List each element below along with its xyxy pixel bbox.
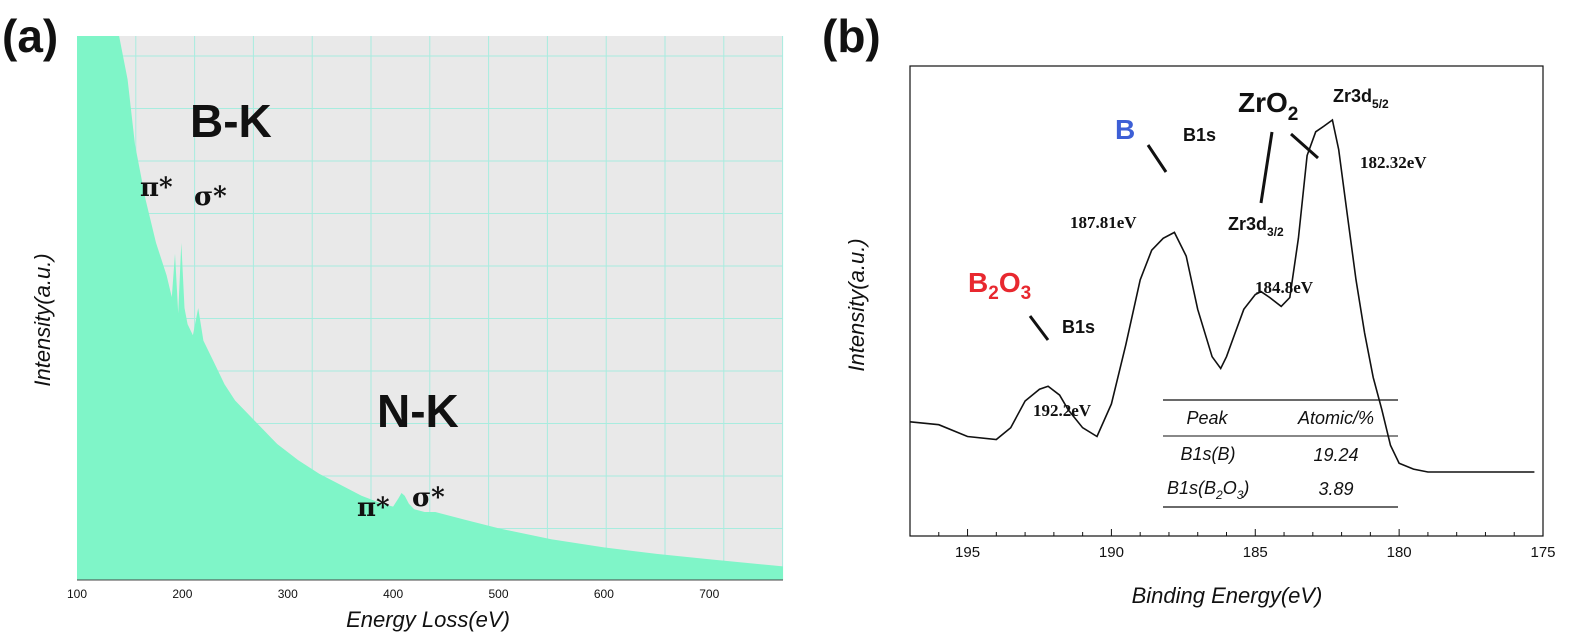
panel-b-x-axis-title: Binding Energy(eV)	[1132, 583, 1323, 608]
table-header-atomic: Atomic/%	[1297, 408, 1374, 428]
pointer-b	[1146, 144, 1168, 173]
species-b-text: B	[1115, 114, 1135, 145]
panel-a: (a) 100 200 300 400 500 600 700 Energy Loss(eV…	[2, 10, 784, 632]
panel-a-y-axis-title: Intensity(a.u.)	[30, 253, 55, 386]
peak-zr3d32-main: Zr3d	[1228, 214, 1267, 234]
table-row2-peak-a: B1s(B	[1167, 478, 1216, 498]
peak-zr3d32-sub: 3/2	[1267, 225, 1284, 239]
panel-b-label: (b)	[822, 10, 881, 62]
species-zro2-main: ZrO	[1238, 87, 1288, 118]
x-tick-label: 600	[594, 587, 614, 601]
table-row2-peak-close: )	[1241, 478, 1249, 498]
nk-sigma-star-label: σ*	[412, 483, 445, 513]
x-tick-label: 400	[383, 587, 403, 601]
peak-b1s-b2o3-label: B1s	[1062, 317, 1095, 337]
species-b-label: B	[1115, 114, 1135, 145]
bk-pi-star-label: π*	[140, 173, 173, 203]
pointer-zro2-zr32	[1259, 131, 1274, 204]
species-b2o3-sub2: 3	[1021, 283, 1032, 304]
x-tick-label: 300	[278, 587, 298, 601]
table-row2-peak-o: O	[1223, 478, 1237, 498]
species-zro2-sub: 2	[1288, 104, 1299, 125]
panel-a-spectrum-area	[77, 36, 783, 580]
energy-b2o3-label: 192.2eV	[1033, 401, 1092, 420]
species-b2o3-label: B2O3	[968, 267, 1031, 304]
table-row2-peak-sub2: 3	[1237, 488, 1244, 502]
peak-zr3d32-label: Zr3d3/2	[1228, 214, 1284, 239]
x-tick-label: 500	[488, 587, 508, 601]
panel-b-y-axis-title: Intensity(a.u.)	[844, 238, 869, 371]
table-row2-value: 3.89	[1318, 479, 1353, 499]
panel-b-spectrum-line	[909, 118, 1535, 473]
table-row1-peak: B1s(B)	[1180, 444, 1235, 464]
table-row2-peak-sub1: 2	[1215, 488, 1223, 502]
x-tick-label: 700	[699, 587, 719, 601]
peak-b1s-b-label: B1s	[1183, 125, 1216, 145]
x-tick-label: 185	[1243, 544, 1268, 561]
species-zro2-label: ZrO2	[1238, 87, 1298, 125]
table-row1-value: 19.24	[1313, 445, 1358, 465]
atomic-percent-table: Peak Atomic/% B1s(B) 19.24 B1s(B2O3) 3.8…	[1163, 399, 1398, 508]
bk-sigma-star-label: σ*	[194, 182, 227, 212]
peak-zr3d52-label: Zr3d5/2	[1333, 86, 1389, 111]
x-tick-label: 190	[1099, 544, 1124, 561]
x-tick-label: 100	[67, 587, 87, 601]
panel-b-x-ticks: 195 190 185 180 175	[938, 529, 1556, 561]
table-header-peak: Peak	[1186, 408, 1228, 428]
panel-a-x-axis-title: Energy Loss(eV)	[346, 607, 510, 632]
pointer-zro2-zr52	[1290, 132, 1319, 160]
nk-edge-label: N-K	[377, 385, 459, 437]
energy-zr32-label: 184.8eV	[1255, 278, 1314, 297]
nk-pi-star-label: π*	[357, 493, 390, 523]
energy-zr52-label: 182.32eV	[1360, 153, 1427, 172]
bk-edge-label: B-K	[190, 95, 272, 147]
panel-a-x-ticks: 100 200 300 400 500 600 700	[67, 587, 720, 601]
species-b2o3-o: O	[999, 267, 1021, 298]
pointer-b2o3	[1028, 315, 1050, 341]
peak-zr3d52-main: Zr3d	[1333, 86, 1372, 106]
energy-b-label: 187.81eV	[1070, 213, 1137, 232]
x-tick-label: 180	[1387, 544, 1412, 561]
x-tick-label: 195	[955, 544, 980, 561]
panel-b-frame	[909, 65, 1544, 537]
x-tick-label: 200	[172, 587, 192, 601]
table-row2-peak: B1s(B2O3)	[1167, 478, 1249, 502]
peak-zr3d52-sub: 5/2	[1372, 97, 1389, 111]
x-tick-label: 175	[1530, 544, 1555, 561]
panel-a-label: (a)	[2, 10, 58, 62]
species-b2o3-sub1: 2	[988, 283, 999, 304]
species-b2o3-b: B	[968, 267, 988, 298]
panel-b: (b) 195 190 185 180 175 Binding Energy(eV) I…	[822, 10, 1556, 608]
